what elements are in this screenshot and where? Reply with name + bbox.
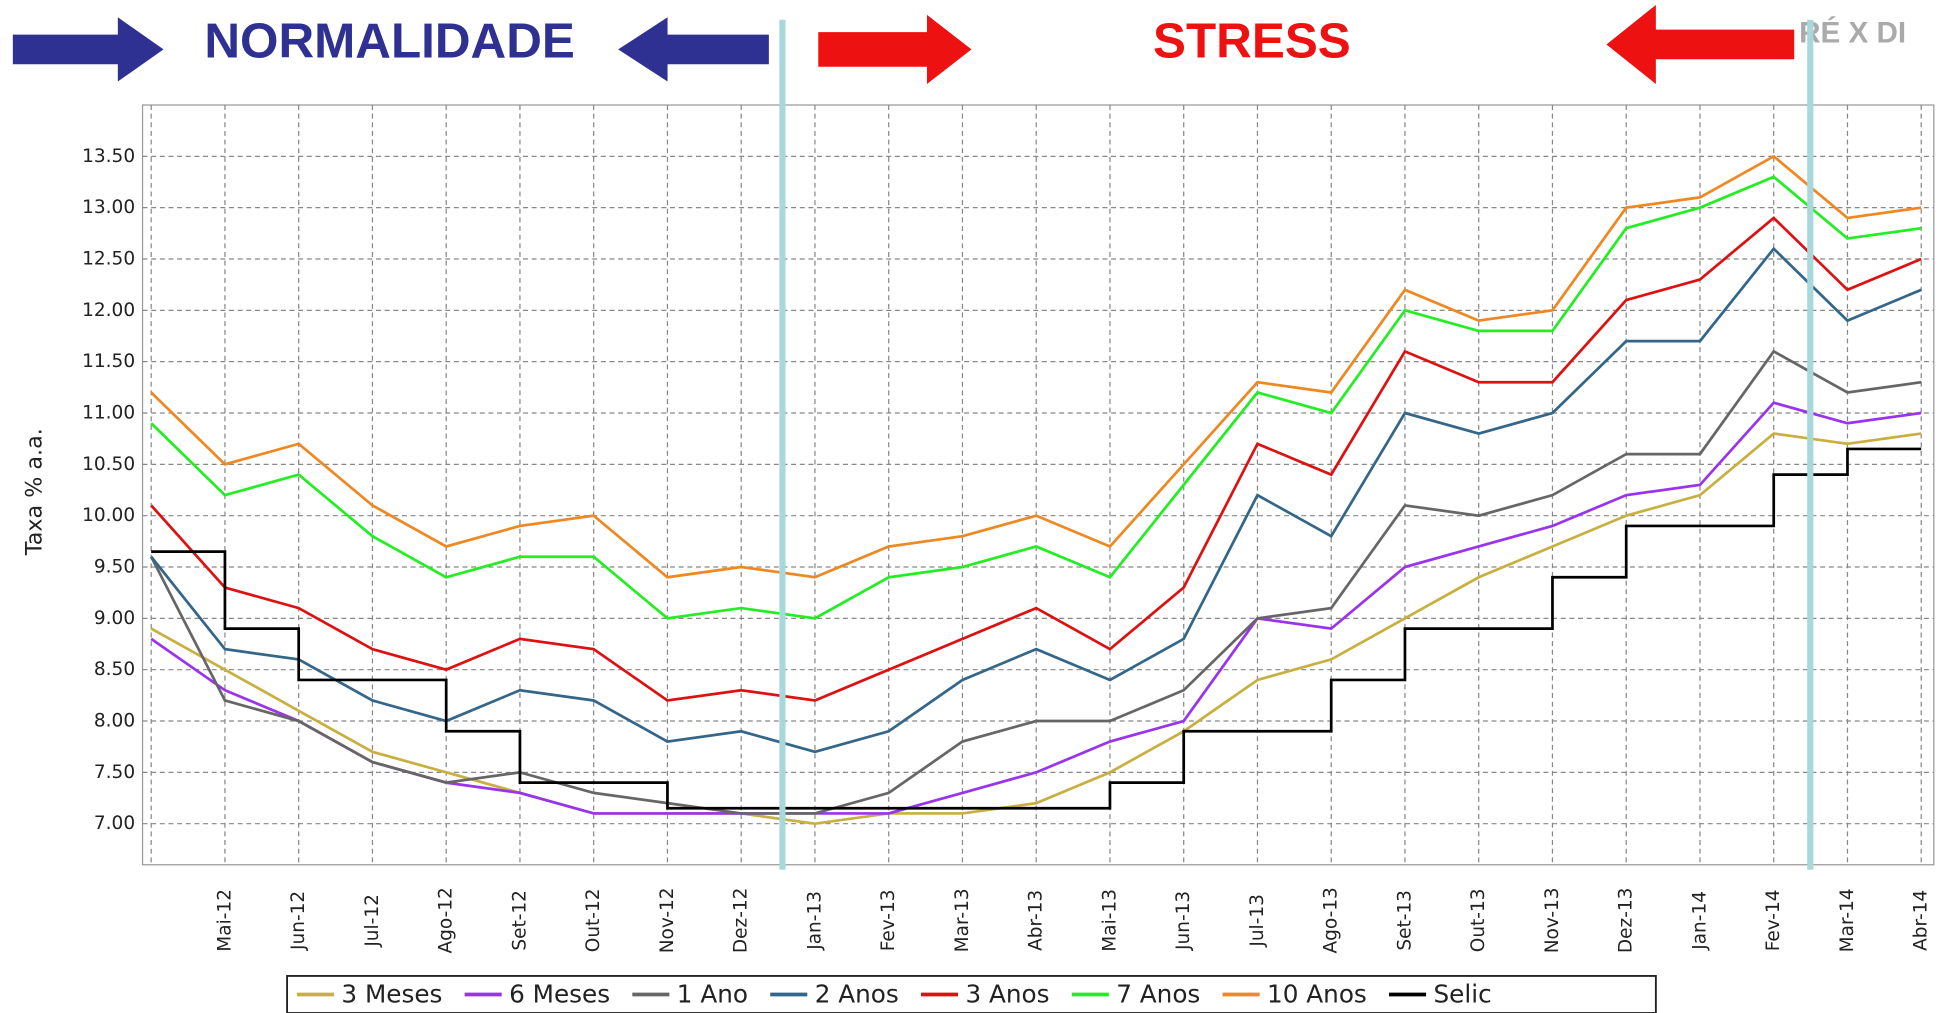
series-line: [149, 349, 1922, 815]
arrow-right: [12, 17, 164, 82]
legend-label: 3 Anos: [965, 980, 1049, 1009]
x-tick-label: Jun-12: [288, 891, 309, 951]
banner-left: NORMALIDADE: [204, 14, 575, 69]
y-tick-label: 13.50: [82, 146, 135, 167]
x-tick-label: Abr-14: [1911, 890, 1932, 951]
x-tick-label: Out-13: [1468, 888, 1489, 952]
series-line: [150, 216, 1922, 702]
x-tick-label: Mar-13: [952, 888, 973, 952]
arrow-left: [1606, 4, 1795, 85]
banner-corner: RÉ X DI: [1799, 15, 1906, 49]
x-tick-label: Dez-12: [731, 888, 752, 954]
x-tick-label: Jul-12: [362, 894, 383, 948]
series-line: [150, 154, 1922, 579]
legend-label: 10 Anos: [1267, 980, 1367, 1009]
legend-label: 6 Meses: [509, 980, 610, 1009]
x-tick-label: Dez-13: [1616, 888, 1637, 954]
banner-right: STRESS: [1153, 14, 1351, 69]
y-tick-label: 8.00: [94, 711, 135, 732]
x-tick-label: Ago-13: [1321, 887, 1342, 953]
y-tick-label: 7.50: [94, 762, 135, 783]
x-tick-label: Fev-14: [1763, 889, 1784, 951]
y-tick-label: 9.00: [94, 608, 135, 629]
legend-label: 1 Ano: [677, 980, 748, 1009]
x-tick-label: Jul-13: [1247, 894, 1268, 948]
y-tick-label: 11.50: [82, 351, 135, 372]
series-line: [150, 432, 1922, 826]
plot-area: 7.00 7.50 8.00 8.50 9.00 9.50 10.00 10.50 11.00 1…: [82, 104, 1935, 954]
y-axis-label: Taxa % a.a.: [22, 428, 48, 556]
x-tick-label: Jun-13: [1173, 891, 1194, 951]
legend-label: 3 Meses: [341, 980, 442, 1009]
legend-label: 2 Anos: [815, 980, 899, 1009]
plot-frame: [141, 104, 1935, 866]
x-tick-label: Mar-14: [1837, 888, 1858, 952]
y-tick-label: 7.00: [94, 813, 135, 834]
y-tick-label: 10.00: [82, 505, 135, 526]
x-tick-label: Abr-13: [1026, 890, 1047, 951]
x-tick-label: Ago-12: [436, 887, 457, 953]
x-tick-label: Mai-13: [1099, 889, 1120, 952]
legend-label: Selic: [1433, 980, 1491, 1009]
banner: NORMALIDADE STRESS RÉ X DI: [12, 4, 1906, 85]
x-tick-label: Jan-13: [804, 891, 825, 951]
y-tick-label: 11.00: [82, 403, 135, 424]
y-tick-label: 12.00: [82, 300, 135, 321]
x-tick-label: Out-12: [583, 888, 604, 952]
y-tick-label: 12.50: [82, 249, 135, 270]
x-tick-label: Set-13: [1394, 890, 1415, 951]
y-tick-label: 13.00: [82, 197, 135, 218]
x-tick-label: Jan-14: [1689, 891, 1710, 951]
series-line: [151, 447, 1922, 810]
x-tick-label: Nov-13: [1542, 887, 1563, 953]
y-tick-label: 8.50: [94, 659, 135, 680]
x-tick-label: Set-12: [509, 890, 530, 951]
arrow-right: [818, 14, 972, 85]
x-tick-label: Nov-12: [657, 887, 678, 953]
series-line: [150, 175, 1922, 620]
x-tick-label: Mai-12: [214, 889, 235, 952]
arrow-left: [618, 17, 769, 82]
y-tick-label: 10.50: [82, 454, 135, 475]
legend-label: 7 Anos: [1116, 980, 1200, 1009]
legend: [286, 975, 1657, 1013]
y-tick-label: 9.50: [94, 557, 135, 578]
x-tick-label: Fev-13: [878, 889, 899, 951]
